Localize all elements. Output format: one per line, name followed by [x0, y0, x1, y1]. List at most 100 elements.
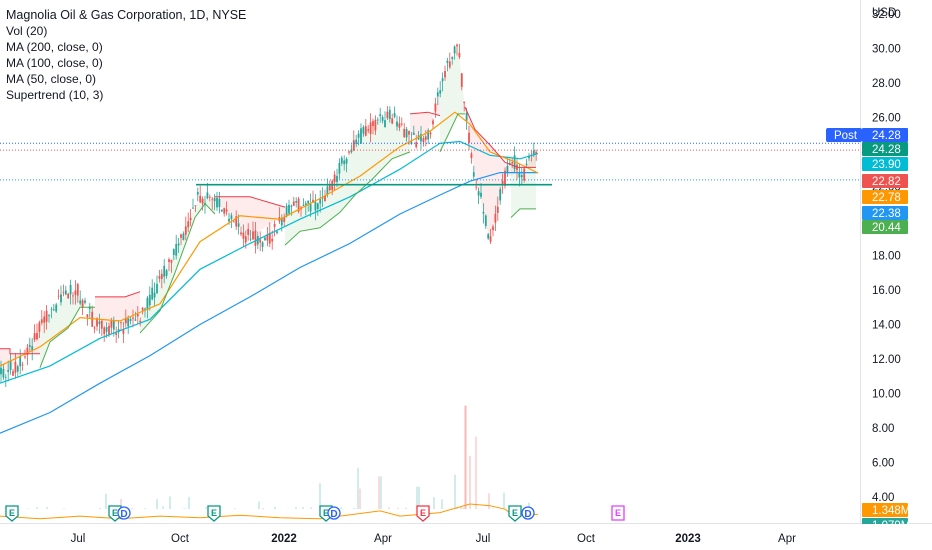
- earnings-icon-glyph: E: [112, 508, 118, 518]
- candle-body: [153, 292, 156, 298]
- earnings-icon: E: [5, 505, 19, 522]
- earnings-icon-glyph: E: [323, 508, 329, 518]
- supertrend-fill-7: [440, 44, 465, 152]
- price-tags: 24.28 23.90 22.82 22.78 22.38 20.44 Post 24.28 1…: [826, 128, 910, 532]
- candle-body: [122, 329, 125, 334]
- candle-body: [19, 356, 22, 367]
- earnings-icon: E: [108, 505, 122, 522]
- candle-body: [120, 322, 122, 324]
- legend-supertrend[interactable]: Supertrend (10, 3): [6, 88, 104, 102]
- price-tick-label: 30.00: [872, 43, 901, 55]
- legend-ma50[interactable]: MA (50, close, 0): [6, 72, 97, 86]
- candle-body: [412, 132, 415, 135]
- candle-body: [110, 320, 113, 328]
- candle-body: [451, 57, 454, 60]
- candle-body: [31, 346, 34, 351]
- candle-body: [220, 209, 223, 212]
- candle-body: [100, 320, 103, 329]
- candle-body: [189, 217, 192, 221]
- candle-body: [74, 290, 77, 295]
- candle-body: [62, 292, 65, 294]
- volume-bar: [433, 497, 435, 509]
- volume-bar: [462, 507, 464, 509]
- earnings-icon-shape: [207, 505, 221, 522]
- volume-bar: [488, 493, 490, 509]
- volume-bar: [262, 508, 264, 509]
- dividend-icon-glyph: D: [524, 509, 531, 520]
- supertrend-line-down: [215, 196, 286, 208]
- legend-volume[interactable]: Vol (20): [6, 24, 48, 38]
- volume-bar: [528, 502, 530, 509]
- candle-body: [494, 213, 497, 223]
- candle-body: [160, 273, 163, 279]
- candle-body: [208, 196, 211, 198]
- volume-bar: [156, 499, 158, 509]
- candle-body: [369, 122, 372, 134]
- candle-body: [408, 131, 410, 135]
- candle-body: [436, 92, 439, 97]
- candle-body: [364, 126, 367, 136]
- candle-body: [424, 136, 427, 140]
- candle-body: [528, 156, 530, 159]
- candle-body: [319, 199, 322, 204]
- volume-bar: [234, 508, 236, 509]
- volume-bar: [4, 508, 6, 509]
- candle-body: [12, 371, 14, 376]
- candle-body: [285, 205, 288, 217]
- candle-body: [48, 315, 50, 317]
- price-tag-bg: [862, 206, 908, 220]
- candle-body: [367, 129, 370, 131]
- candle-body: [283, 216, 286, 222]
- symbol-title[interactable]: Magnolia Oil & Gas Corporation, 1D, NYSE: [6, 8, 247, 22]
- candle-body: [201, 198, 204, 204]
- supertrend-line-up: [439, 113, 465, 153]
- candle-body: [158, 276, 161, 279]
- volume-bar: [469, 455, 471, 509]
- supertrend-fill-1: [40, 293, 95, 368]
- supertrend-line-down: [464, 106, 536, 168]
- volume-bar: [310, 507, 312, 509]
- candle-body: [487, 234, 490, 239]
- supertrend-line-up: [39, 306, 95, 368]
- candle-body: [470, 153, 473, 159]
- volume-bar: [380, 476, 382, 509]
- candle-body: [444, 70, 446, 78]
- candle-body: [52, 309, 55, 311]
- price-tick-label: 28.00: [872, 78, 901, 90]
- candle-body: [328, 184, 331, 191]
- candle-body: [163, 265, 166, 277]
- legend-ma100[interactable]: MA (100, close, 0): [6, 56, 103, 70]
- price-tick-label: 4.00: [872, 492, 894, 504]
- candle-body: [468, 132, 470, 143]
- candle-body: [45, 310, 48, 322]
- candle-body: [211, 198, 214, 200]
- candle-body: [86, 314, 89, 318]
- price-tick-label: 26.00: [872, 112, 901, 124]
- price-tick-label: 12.00: [872, 354, 901, 366]
- dividend-icon-circle: [117, 506, 131, 520]
- candle-body: [511, 162, 514, 164]
- candle-body: [472, 172, 475, 177]
- candle-body: [148, 294, 151, 306]
- candle-body: [60, 294, 62, 303]
- price-tag-bg: [862, 220, 908, 234]
- currency-label: USD: [872, 7, 896, 19]
- supertrend-line-up: [510, 208, 536, 218]
- candle-body: [146, 297, 149, 310]
- volume-bar: [359, 488, 361, 509]
- candle-body: [244, 236, 247, 243]
- supertrend-line-up: [139, 202, 216, 334]
- volume-bar: [184, 508, 186, 509]
- price-tag: 24.28: [872, 144, 901, 156]
- candle-body: [336, 175, 338, 182]
- price-tag: 23.90: [872, 159, 901, 171]
- candle-body: [218, 198, 221, 208]
- candle-body: [144, 308, 146, 310]
- price-tag-bg: [862, 190, 908, 204]
- volume-bar: [454, 474, 456, 509]
- candle-body: [2, 368, 5, 378]
- legend-ma200[interactable]: MA (200, close, 0): [6, 40, 103, 54]
- candle-body: [24, 356, 26, 358]
- candle-body: [441, 78, 444, 82]
